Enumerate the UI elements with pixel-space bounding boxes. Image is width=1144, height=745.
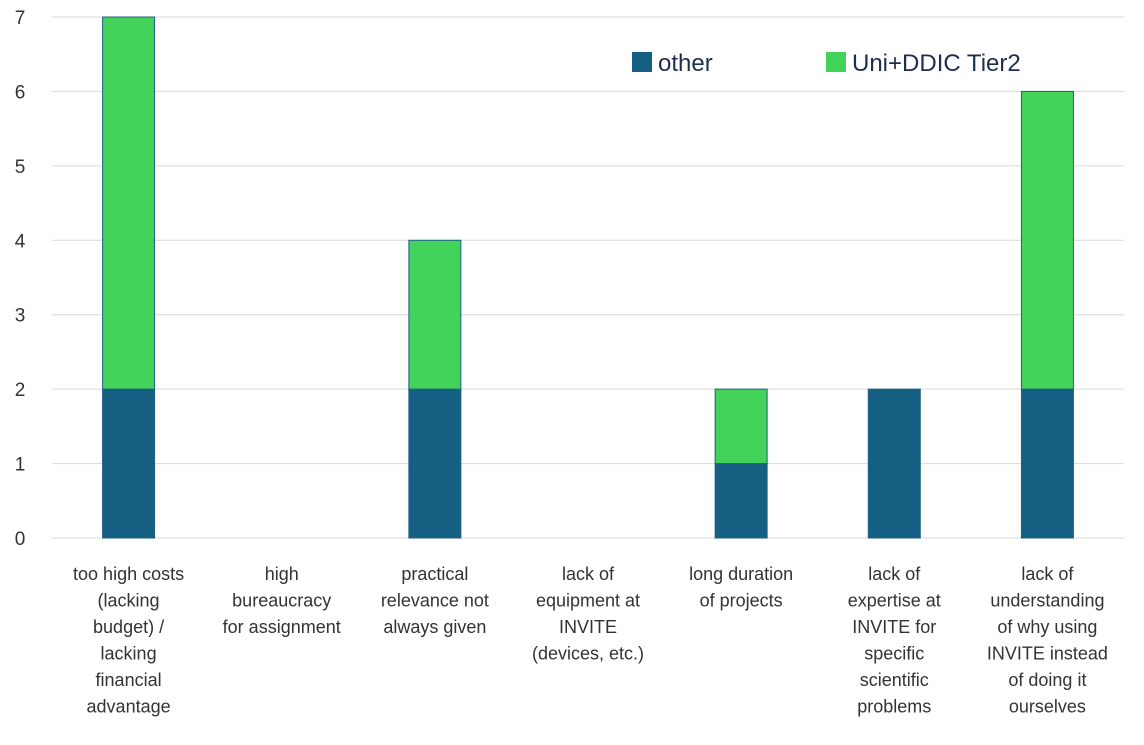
x-category-label: lack of understanding of why using INVITE i… — [987, 564, 1108, 717]
y-tick-label: 2 — [15, 380, 26, 401]
x-category-label-line: high — [265, 564, 299, 584]
x-category-label-line: INVITE — [559, 617, 617, 637]
bar-segment-other — [714, 463, 768, 539]
bar-segment-other — [1020, 388, 1074, 539]
x-category-label: lack of expertise at INVITE for specific sci… — [848, 564, 941, 717]
x-category-label-line: lacking — [101, 644, 157, 664]
x-category-label-line: specific — [864, 644, 924, 664]
bars — [102, 16, 1074, 539]
bar-segment-uni-ddic-tier2 — [714, 388, 768, 465]
x-category-label: high bureaucracy for assignment — [223, 564, 341, 637]
x-category-label-line: ourselves — [1009, 697, 1086, 717]
x-category-label: long duration of projects — [689, 564, 793, 611]
legend-swatch-uni-ddic-tier2 — [826, 52, 846, 72]
x-category-label-line: long duration — [689, 564, 793, 584]
x-category-label-line: too high costs — [73, 564, 184, 584]
x-category-label-line: lack of — [868, 564, 921, 584]
x-category-label: lack of equipment at INVITE (devices, etc.) — [532, 564, 644, 664]
y-tick-label: 7 — [15, 8, 26, 29]
y-tick-label: 5 — [15, 157, 26, 178]
x-category-label-line: equipment at — [536, 591, 640, 611]
gridlines — [52, 16, 1124, 539]
x-category-label-line: expertise at — [848, 591, 941, 611]
x-category-label-line: INVITE instead — [987, 644, 1108, 664]
bar-segment-other — [867, 388, 921, 539]
legend-swatch-other — [632, 52, 652, 72]
x-category-label-line: of why using — [997, 617, 1097, 637]
legend-label-uni-ddic-tier2: Uni+DDIC Tier2 — [852, 50, 1021, 77]
x-category-label-line: lack of — [1021, 564, 1074, 584]
y-tick-label: 6 — [15, 82, 26, 103]
y-tick-label: 4 — [15, 231, 26, 252]
y-tick-label: 0 — [15, 529, 26, 550]
legend: other Uni+DDIC Tier2 — [632, 50, 1021, 77]
x-category-label-line: of projects — [700, 591, 783, 611]
x-axis-categories: too high costs (lacking budget) / lacking fi… — [73, 564, 1108, 717]
x-category-label-line: problems — [857, 697, 931, 717]
bar-segment-uni-ddic-tier2 — [1020, 90, 1074, 390]
bar-segment-uni-ddic-tier2 — [408, 239, 462, 390]
y-tick-label: 1 — [15, 455, 26, 476]
bar-segment-other — [102, 388, 156, 539]
x-category-label-line: lack of — [562, 564, 615, 584]
x-category-label-line: practical — [401, 564, 468, 584]
y-tick-label: 3 — [15, 306, 26, 327]
y-axis-ticks: 0 1 2 3 4 5 6 7 — [15, 8, 26, 550]
x-category-label-line: of doing it — [1008, 670, 1086, 690]
legend-label-other: other — [658, 50, 713, 77]
x-category-label-line: budget) / — [93, 617, 164, 637]
x-category-label-line: always given — [383, 617, 486, 637]
x-category-label-line: advantage — [87, 697, 171, 717]
x-category-label-line: INVITE for — [852, 617, 936, 637]
bar-segment-uni-ddic-tier2 — [102, 16, 156, 390]
x-category-label-line: bureaucracy — [232, 591, 331, 611]
x-category-label-line: scientific — [860, 670, 929, 690]
x-category-label: practical relevance not always given — [381, 564, 489, 637]
x-category-label-line: understanding — [990, 591, 1104, 611]
x-category-label-line: (devices, etc.) — [532, 644, 644, 664]
x-category-label-line: relevance not — [381, 591, 489, 611]
x-category-label-line: financial — [96, 670, 162, 690]
x-category-label-line: (lacking — [98, 591, 160, 611]
bar-segment-other — [408, 388, 462, 539]
x-category-label: too high costs (lacking budget) / lacking fi… — [73, 564, 184, 717]
x-category-label-line: for assignment — [223, 617, 341, 637]
